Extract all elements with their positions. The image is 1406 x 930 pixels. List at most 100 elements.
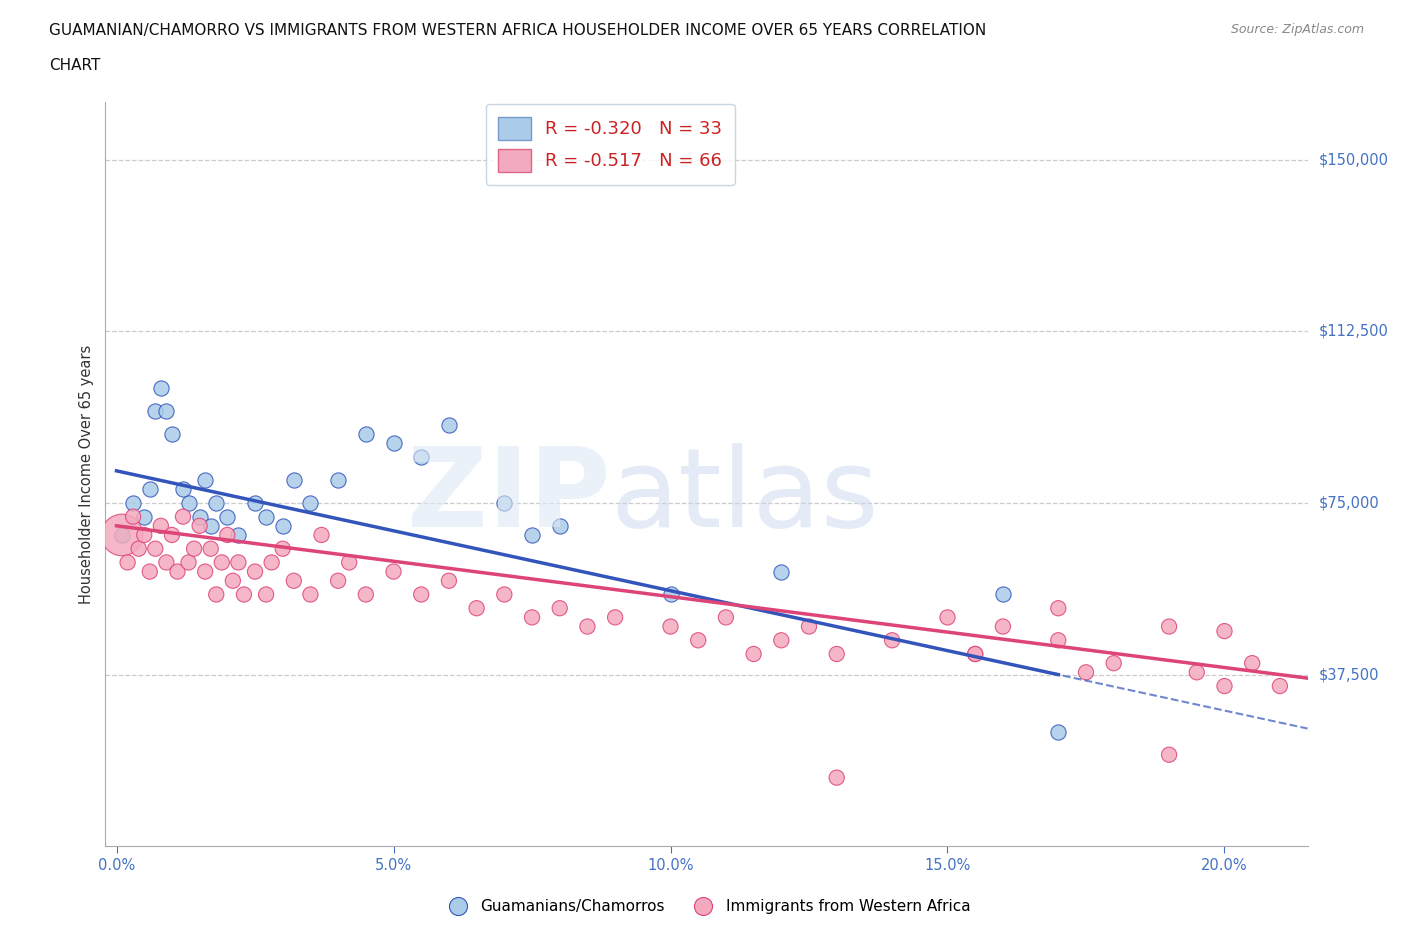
Point — [991, 619, 1014, 634]
Point — [222, 573, 245, 588]
Point — [271, 518, 294, 533]
Point — [1157, 748, 1180, 763]
Point — [111, 527, 134, 542]
Y-axis label: Householder Income Over 65 years: Householder Income Over 65 years — [79, 345, 94, 604]
Point — [326, 472, 349, 487]
Point — [155, 555, 177, 570]
Point — [117, 555, 139, 570]
Point — [311, 527, 333, 542]
Point — [228, 555, 250, 570]
Point — [243, 496, 266, 511]
Point — [172, 482, 194, 497]
Point — [1157, 619, 1180, 634]
Point — [160, 427, 183, 442]
Point — [548, 601, 571, 616]
Point — [139, 565, 162, 579]
Point — [228, 527, 250, 542]
Point — [688, 632, 710, 647]
Point — [177, 555, 200, 570]
Point — [1047, 601, 1070, 616]
Point — [965, 646, 987, 661]
Point — [991, 587, 1014, 602]
Text: Source: ZipAtlas.com: Source: ZipAtlas.com — [1230, 23, 1364, 36]
Point — [382, 565, 405, 579]
Text: $37,500: $37,500 — [1319, 667, 1379, 682]
Point — [659, 587, 682, 602]
Point — [603, 610, 626, 625]
Point — [188, 518, 211, 533]
Point — [254, 510, 277, 525]
Point — [354, 587, 377, 602]
Point — [520, 527, 543, 542]
Point — [134, 527, 156, 542]
Point — [217, 510, 239, 525]
Text: $75,000: $75,000 — [1319, 496, 1379, 511]
Text: $150,000: $150,000 — [1319, 152, 1389, 167]
Text: ZIP: ZIP — [406, 443, 610, 551]
Point — [1047, 724, 1070, 739]
Point — [520, 610, 543, 625]
Point — [217, 527, 239, 542]
Point — [194, 472, 217, 487]
Point — [183, 541, 205, 556]
Point — [465, 601, 488, 616]
Point — [243, 565, 266, 579]
Point — [233, 587, 256, 602]
Point — [205, 496, 228, 511]
Point — [548, 518, 571, 533]
Point — [299, 587, 322, 602]
Point — [111, 527, 134, 542]
Point — [160, 527, 183, 542]
Point — [825, 646, 848, 661]
Point — [1213, 624, 1236, 639]
Point — [1213, 679, 1236, 694]
Legend: Guamanians/Chamorros, Immigrants from Western Africa: Guamanians/Chamorros, Immigrants from We… — [436, 894, 977, 921]
Point — [271, 541, 294, 556]
Point — [411, 450, 433, 465]
Point — [1047, 632, 1070, 647]
Point — [128, 541, 150, 556]
Point — [166, 565, 188, 579]
Point — [1102, 656, 1125, 671]
Point — [122, 496, 145, 511]
Text: CHART: CHART — [49, 58, 101, 73]
Point — [714, 610, 737, 625]
Point — [143, 541, 166, 556]
Point — [494, 587, 516, 602]
Point — [437, 573, 460, 588]
Point — [411, 587, 433, 602]
Point — [382, 436, 405, 451]
Point — [149, 381, 172, 396]
Point — [134, 510, 156, 525]
Point — [155, 404, 177, 418]
Point — [326, 573, 349, 588]
Point — [172, 510, 194, 525]
Point — [1074, 665, 1097, 680]
Point — [770, 565, 793, 579]
Point — [825, 770, 848, 785]
Point — [254, 587, 277, 602]
Point — [283, 472, 305, 487]
Point — [742, 646, 765, 661]
Point — [659, 619, 682, 634]
Point — [299, 496, 322, 511]
Point — [211, 555, 233, 570]
Point — [576, 619, 599, 634]
Point — [188, 510, 211, 525]
Point — [194, 565, 217, 579]
Point — [880, 632, 903, 647]
Text: GUAMANIAN/CHAMORRO VS IMMIGRANTS FROM WESTERN AFRICA HOUSEHOLDER INCOME OVER 65 : GUAMANIAN/CHAMORRO VS IMMIGRANTS FROM WE… — [49, 23, 987, 38]
Point — [205, 587, 228, 602]
Point — [1268, 679, 1291, 694]
Text: $112,500: $112,500 — [1319, 324, 1389, 339]
Point — [200, 541, 222, 556]
Point — [337, 555, 360, 570]
Point — [1241, 656, 1264, 671]
Point — [260, 555, 283, 570]
Point — [283, 573, 305, 588]
Point — [149, 518, 172, 533]
Point — [354, 427, 377, 442]
Text: atlas: atlas — [610, 443, 879, 551]
Point — [122, 510, 145, 525]
Point — [200, 518, 222, 533]
